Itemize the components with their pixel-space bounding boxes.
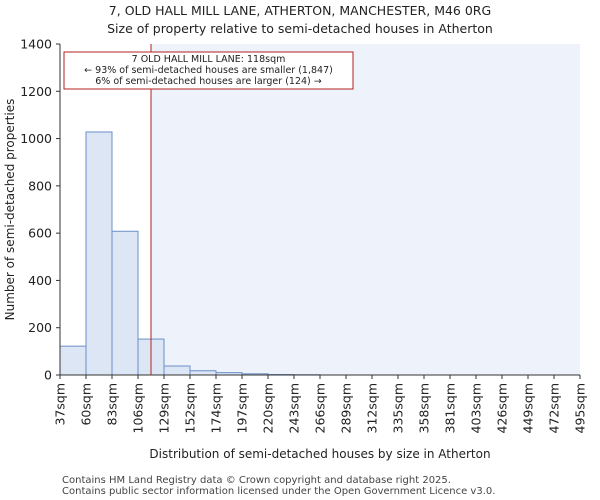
bar-series (59, 131, 321, 376)
annotation-box (63, 51, 354, 90)
x-tick-label: 449sqm (521, 383, 536, 433)
annotation-line-2: ← 93% of semi-detached houses are smalle… (84, 65, 333, 76)
x-tick-label: 83sqm (105, 383, 120, 426)
x-tick-label: 60sqm (79, 383, 94, 426)
x-axis-ticks: 37sqm 60sqm 83sqm 106sqm 129sqm 152sqm 174sqm 1… (53, 375, 588, 433)
x-tick-label: 289sqm (339, 383, 354, 433)
x-tick-label: 426sqm (495, 383, 510, 433)
x-tick-label: 403sqm (469, 383, 484, 433)
footer-copyright: Contains HM Land Registry data © Crown c… (62, 475, 451, 486)
x-tick-label: 312sqm (365, 383, 380, 433)
y-tick-label: 600 (28, 226, 52, 241)
histogram-bar (59, 345, 87, 376)
y-tick-label: 800 (28, 178, 52, 193)
histogram-bar (85, 131, 113, 376)
y-tick-label: 1400 (20, 37, 52, 52)
footer-licence: Contains public sector information licen… (62, 486, 496, 497)
y-tick-label: 1200 (20, 84, 52, 99)
x-tick-label: 243sqm (287, 383, 302, 433)
chart-title: 7, OLD HALL MILL LANE, ATHERTON, MANCHES… (108, 3, 492, 18)
annotation-line-3: 6% of semi-detached houses are larger (1… (95, 76, 322, 87)
x-tick-label: 174sqm (209, 383, 224, 433)
x-tick-label: 472sqm (547, 383, 562, 433)
x-tick-label: 358sqm (417, 383, 432, 433)
x-tick-label: 152sqm (183, 383, 198, 433)
y-tick-label: 1000 (20, 131, 52, 146)
y-tick-label: 200 (28, 320, 52, 335)
x-tick-label: 381sqm (443, 383, 458, 433)
y-tick-label: 0 (44, 368, 52, 383)
x-tick-label: 129sqm (157, 383, 172, 433)
x-tick-label: 197sqm (235, 383, 250, 433)
x-tick-label: 220sqm (261, 383, 276, 433)
x-tick-label: 495sqm (573, 383, 588, 433)
y-axis-label: Number of semi-detached properties (3, 99, 17, 321)
x-tick-label: 266sqm (313, 383, 328, 433)
y-axis-ticks: 0 200 400 600 800 1000 1200 1400 (20, 37, 60, 383)
x-axis-label: Distribution of semi-detached houses by … (149, 447, 490, 461)
y-tick-label: 400 (28, 273, 52, 288)
histogram-bar (163, 365, 191, 376)
chart-subtitle: Size of property relative to semi-detach… (107, 21, 493, 36)
x-tick-label: 37sqm (53, 383, 68, 426)
x-tick-label: 106sqm (131, 383, 146, 433)
histogram-bar (111, 230, 139, 376)
above-property-region (151, 44, 580, 375)
x-tick-label: 335sqm (391, 383, 406, 433)
annotation-line-1: 7 OLD HALL MILL LANE: 118sqm (132, 54, 286, 65)
histogram-bar (189, 370, 217, 376)
